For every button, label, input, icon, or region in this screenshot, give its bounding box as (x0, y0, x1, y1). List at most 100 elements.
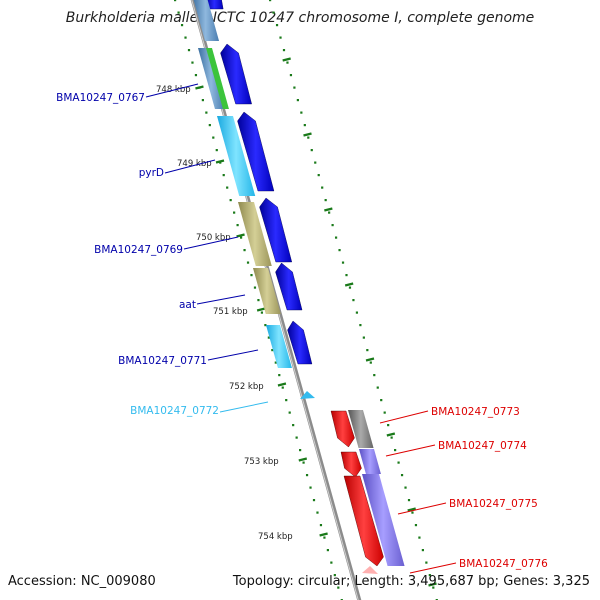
tick-dot (362, 336, 365, 339)
major-tick (236, 233, 245, 238)
tick-dot (180, 24, 184, 27)
major-tick (365, 357, 375, 362)
tick-dot (338, 249, 341, 252)
tick-label: 754 kbp (258, 532, 293, 542)
tick-dot (352, 299, 355, 302)
tick-dot (281, 386, 284, 389)
tick-dot (387, 424, 390, 427)
label-leader-line (385, 444, 436, 457)
label-leader-line (196, 294, 246, 305)
tick-dot (303, 124, 306, 127)
tick-dot (222, 174, 225, 177)
tick-dot (299, 449, 302, 452)
major-tick (277, 382, 287, 387)
tick-dot (191, 61, 194, 64)
tick-dot (323, 536, 326, 539)
gene-label-left: BMA10247_0767 (56, 92, 145, 104)
tick-dot (333, 574, 336, 577)
major-tick (256, 307, 266, 312)
gene-label-left: aat (179, 299, 196, 311)
tick-dot (400, 474, 404, 477)
gene-label-right: BMA10247_0776 (459, 558, 548, 570)
major-tick (344, 282, 354, 287)
tick-dot (355, 311, 359, 314)
tick-dot (253, 286, 257, 289)
label-leader-line (183, 236, 239, 250)
tick-label: 752 kbp (229, 382, 264, 392)
tick-dot (239, 236, 243, 239)
tick-dot (331, 224, 334, 227)
forward-cds-arrow (237, 111, 275, 192)
gene-label-left: BMA10247_0772 (130, 405, 219, 417)
tick-dot (316, 511, 319, 514)
tick-dot (305, 474, 309, 477)
tick-dot (272, 11, 275, 14)
tick-dot (310, 149, 313, 152)
tick-dot (267, 336, 270, 339)
label-leader-line (379, 410, 429, 424)
label-leaders (145, 83, 457, 574)
gene-label-right: BMA10247_0774 (438, 440, 527, 452)
tick-dot (296, 99, 299, 102)
outer-tick-track (269, 0, 438, 600)
gene-label-left: pyrD (139, 167, 164, 179)
tick-dot (212, 136, 215, 139)
tick-dot (348, 286, 352, 289)
tick-dot (328, 211, 331, 214)
gene-blocks (193, 0, 405, 574)
feature-block (198, 48, 224, 109)
tick-dot (194, 74, 198, 77)
label-leader-line (164, 159, 216, 174)
forward-cds-arrow (205, 0, 224, 10)
tick-dot (324, 199, 327, 202)
feature-block (238, 202, 272, 266)
tick-dot (278, 374, 281, 377)
tick-dot (345, 274, 348, 277)
tick-dot (373, 374, 376, 377)
tick-dot (275, 24, 279, 27)
map-title: Burkholderia mallei NCTC 10247 chromosom… (65, 10, 535, 26)
reverse-cds-arrow (340, 451, 362, 478)
accession-label: Accession: NC_009080 (8, 574, 156, 589)
tick-dot (264, 324, 267, 327)
tick-dot (312, 499, 316, 502)
major-tick (282, 57, 291, 62)
tick-dot (407, 499, 411, 502)
tick-dot (269, 0, 272, 2)
major-tick (195, 85, 204, 90)
major-tick (215, 159, 225, 164)
tick-dot (250, 274, 253, 277)
tick-dot (418, 536, 421, 539)
tick-dot (184, 36, 187, 39)
tick-dot (341, 261, 345, 264)
tick-dot (337, 586, 340, 589)
tick-dot (314, 161, 317, 164)
tick-dot (369, 361, 372, 364)
label-leader-line (219, 401, 269, 413)
tick-dot (187, 49, 191, 52)
tick-dot (326, 549, 329, 552)
tick-dot (404, 486, 407, 489)
tick-dot (286, 61, 289, 64)
tick-dot (317, 174, 320, 177)
tick-dot (376, 386, 379, 389)
tick-dot (319, 524, 323, 527)
feature-block (348, 410, 374, 448)
gene-label-right: BMA10247_0773 (431, 406, 520, 418)
gene-label-right: BMA10247_0775 (449, 498, 538, 510)
small-feature-marker (300, 391, 315, 399)
label-leader-line (397, 502, 447, 515)
tick-dot (383, 411, 386, 414)
tick-dot (432, 586, 435, 589)
major-tick (428, 582, 437, 587)
genes-count-label: Genes: 3,325 (503, 574, 590, 589)
tick-dot (201, 99, 204, 102)
tick-dot (425, 561, 428, 564)
reverse-cds-arrow (362, 566, 378, 574)
feature-block (217, 116, 256, 196)
forward-cds-arrow (220, 43, 252, 105)
tick-dot (292, 424, 295, 427)
tick-dot (309, 486, 312, 489)
